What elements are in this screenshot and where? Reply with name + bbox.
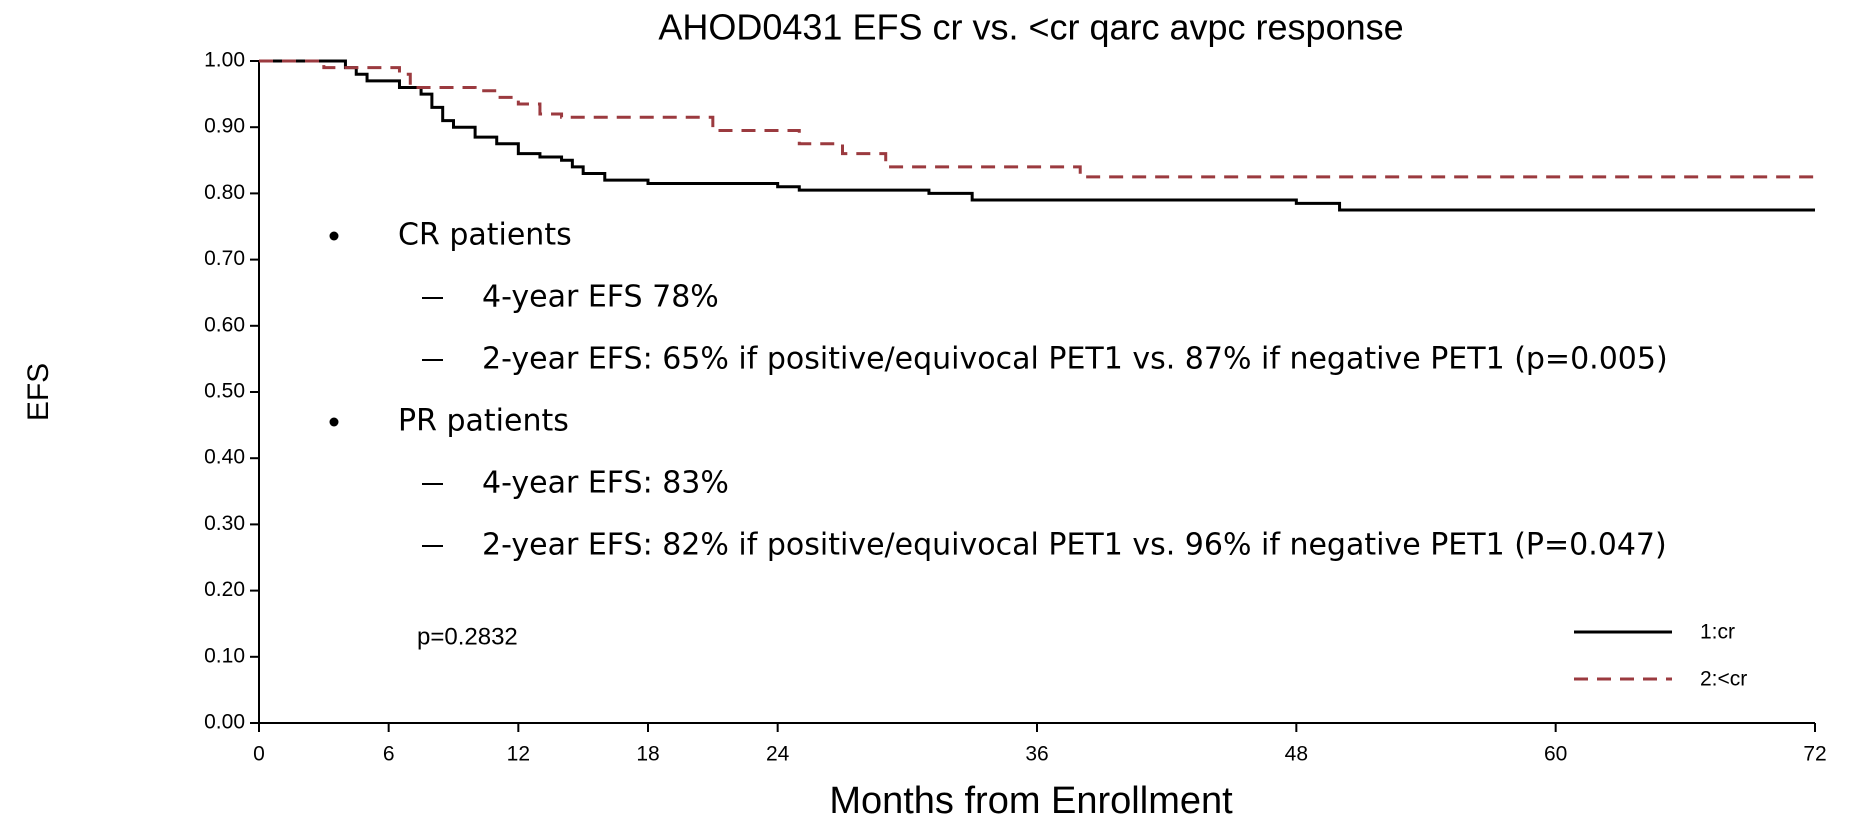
y-tick-label: 1.00 bbox=[204, 49, 245, 72]
y-tick-label: 0.50 bbox=[204, 380, 245, 403]
note-item: 2-year EFS: 82% if positive/equivocal PE… bbox=[482, 528, 1667, 563]
x-tick-label: 24 bbox=[766, 743, 790, 766]
x-tick-label: 48 bbox=[1285, 743, 1308, 766]
note-text: PR patients bbox=[398, 404, 569, 439]
x-tick-label: 36 bbox=[1025, 743, 1048, 766]
km-curve bbox=[259, 59, 1815, 179]
chart-title: AHOD0431 EFS cr vs. <cr qarc avpc respon… bbox=[658, 7, 1403, 48]
y-tick-label: 0.90 bbox=[204, 115, 245, 138]
legend-label: 2:<cr bbox=[1700, 668, 1747, 691]
x-tick-label: 6 bbox=[383, 743, 395, 766]
x-tick-label: 12 bbox=[507, 743, 530, 766]
bullet bbox=[329, 231, 339, 241]
y-tick-label: 0.60 bbox=[204, 313, 245, 336]
annotation: p=0.2832 bbox=[417, 623, 518, 650]
x-tick-label: 0 bbox=[253, 743, 265, 766]
y-tick-label: 0.30 bbox=[204, 512, 245, 535]
note-item: 4-year EFS 78% bbox=[482, 280, 719, 315]
x-axis-label: Months from Enrollment bbox=[829, 780, 1233, 822]
y-tick-label: 0.00 bbox=[204, 711, 245, 734]
y-tick-label: 0.10 bbox=[204, 644, 245, 667]
y-tick-label: 0.70 bbox=[204, 247, 245, 270]
x-tick-label: 72 bbox=[1803, 743, 1826, 766]
y-tick-label: 0.80 bbox=[204, 181, 245, 204]
bullet bbox=[329, 417, 339, 427]
y-tick-label: 0.40 bbox=[204, 446, 245, 469]
note-item: 2-year EFS: 65% if positive/equivocal PE… bbox=[482, 342, 1668, 377]
note-text: CR patients bbox=[398, 218, 572, 253]
note-item: 4-year EFS: 83% bbox=[482, 466, 729, 501]
km-curve bbox=[259, 59, 1815, 212]
y-axis-label: EFS bbox=[22, 363, 55, 421]
x-tick-label: 60 bbox=[1544, 743, 1567, 766]
y-tick-label: 0.20 bbox=[204, 578, 245, 601]
x-tick-label: 18 bbox=[636, 743, 659, 766]
legend-label: 1:cr bbox=[1700, 621, 1735, 644]
